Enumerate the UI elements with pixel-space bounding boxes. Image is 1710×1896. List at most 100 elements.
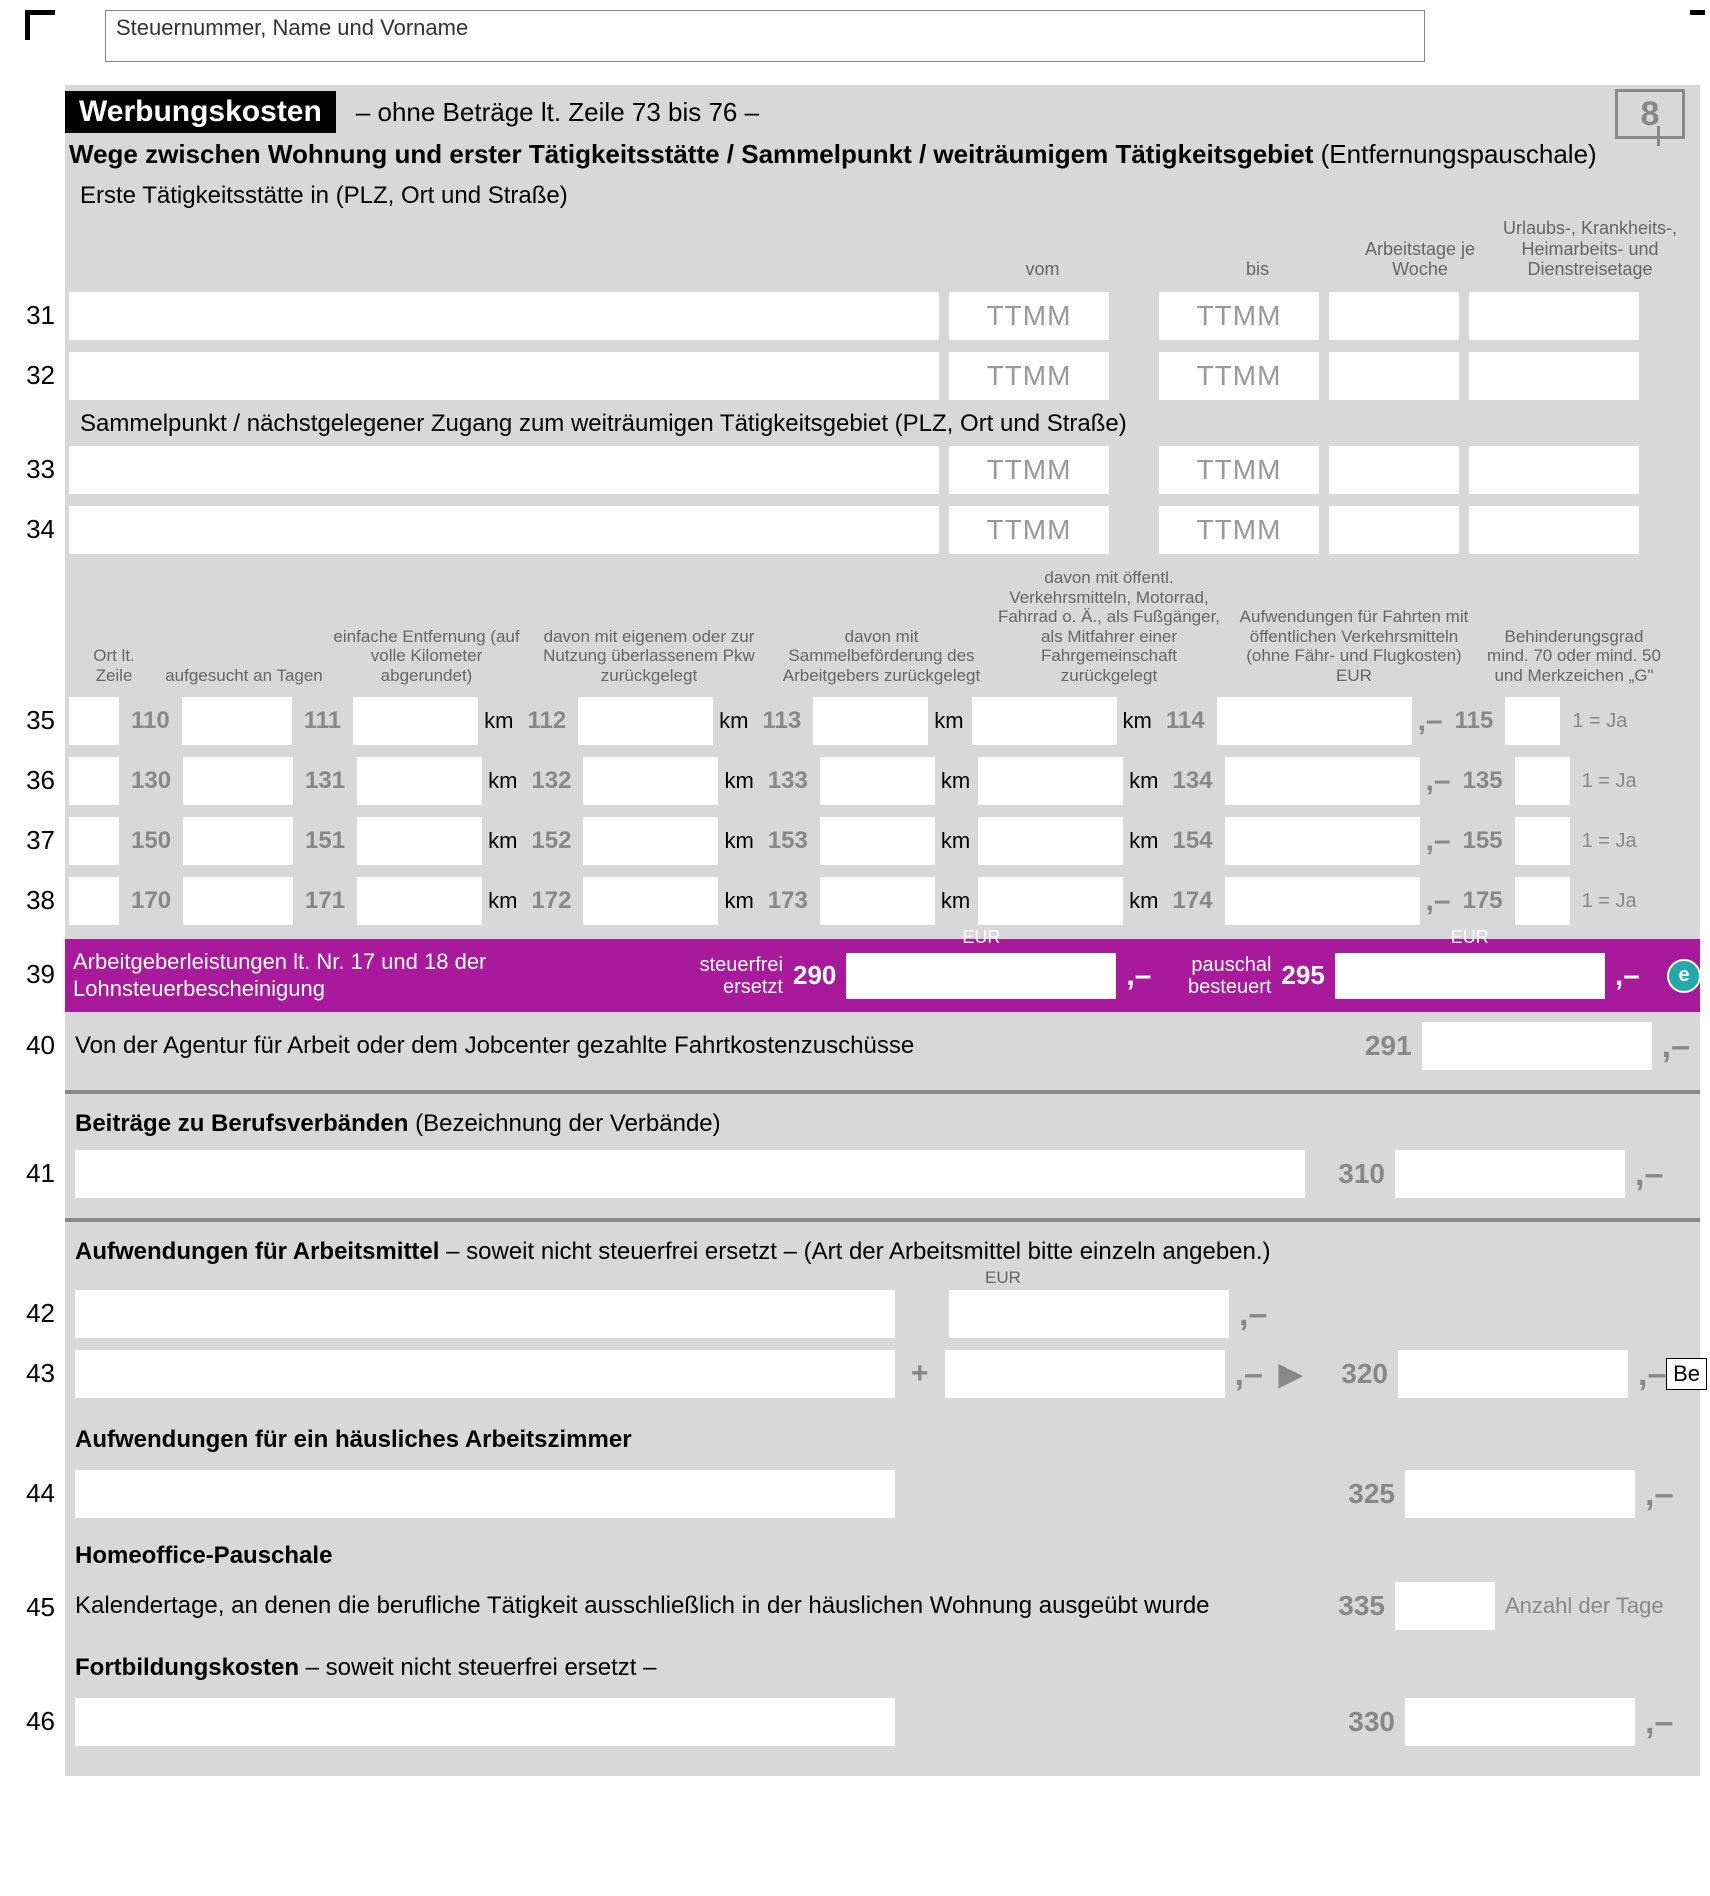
code: 173 [762, 887, 814, 915]
code: 130 [125, 767, 177, 795]
input-entf-35[interactable] [353, 697, 478, 745]
input-42-text[interactable] [75, 1290, 895, 1338]
code: 153 [762, 827, 814, 855]
input-address-32[interactable] [69, 352, 939, 400]
input-tage-36[interactable] [183, 757, 293, 805]
input-pkw-37[interactable] [583, 817, 718, 865]
line-number: 40 [5, 1030, 55, 1061]
input-oepnv-37[interactable] [978, 817, 1123, 865]
input-335[interactable] [1395, 1582, 1495, 1630]
input-bis-33[interactable] [1159, 446, 1319, 494]
input-address-33[interactable] [69, 446, 939, 494]
code: 152 [525, 827, 577, 855]
input-sammel-37[interactable] [820, 817, 935, 865]
input-aufw-37[interactable] [1225, 817, 1420, 865]
input-behind-36[interactable] [1515, 757, 1570, 805]
code-335: 335 [1315, 1590, 1385, 1622]
input-vacation-33[interactable] [1469, 446, 1639, 494]
code: 174 [1167, 887, 1219, 915]
input-pkw-38[interactable] [583, 877, 718, 925]
be-tab[interactable]: Be [1666, 1358, 1707, 1390]
input-310[interactable] [1395, 1150, 1625, 1198]
row-43: 43 + ,– ▶ 320 ,– Be [65, 1348, 1700, 1408]
input-vacation-31[interactable] [1469, 292, 1639, 340]
input-43-text[interactable] [75, 1350, 895, 1398]
input-days-33[interactable] [1329, 446, 1459, 494]
input-behind-38[interactable] [1515, 877, 1570, 925]
input-vacation-32[interactable] [1469, 352, 1639, 400]
input-tage-38[interactable] [183, 877, 293, 925]
code-320: 320 [1318, 1358, 1388, 1390]
input-42-amt[interactable] [949, 1290, 1229, 1338]
grid-row-38: 38170171km172km173kmkm174,–1751 = Ja [65, 871, 1700, 931]
input-ort-37[interactable] [69, 817, 119, 865]
line-number: 45 [5, 1592, 55, 1623]
row-41: 41 310 ,– [65, 1140, 1700, 1208]
input-entf-36[interactable] [357, 757, 482, 805]
input-ort-36[interactable] [69, 757, 119, 805]
purple-l1: steuerfrei ersetzt [673, 954, 783, 998]
input-bis-32[interactable] [1159, 352, 1319, 400]
header-placeholder: Steuernummer, Name und Vorname [116, 15, 468, 40]
input-aufw-38[interactable] [1225, 877, 1420, 925]
input-46-text[interactable] [75, 1698, 895, 1746]
code: 131 [299, 767, 351, 795]
line-number: 38 [5, 885, 55, 916]
input-oepnv-36[interactable] [978, 757, 1123, 805]
input-pkw-36[interactable] [583, 757, 718, 805]
input-295[interactable] [1335, 953, 1605, 999]
input-behind-37[interactable] [1515, 817, 1570, 865]
input-days-31[interactable] [1329, 292, 1459, 340]
input-43-amt[interactable] [945, 1350, 1225, 1398]
input-sammel-36[interactable] [820, 757, 935, 805]
input-pkw-35[interactable] [578, 697, 713, 745]
input-330[interactable] [1405, 1698, 1635, 1746]
line-number: 44 [5, 1478, 55, 1509]
input-vom-33[interactable] [949, 446, 1109, 494]
input-aufw-36[interactable] [1225, 757, 1420, 805]
input-sammel-38[interactable] [820, 877, 935, 925]
input-320[interactable] [1398, 1350, 1628, 1398]
input-290[interactable] [846, 953, 1116, 999]
input-aufw-35[interactable] [1217, 697, 1412, 745]
input-address-31[interactable] [69, 292, 939, 340]
input-ort-35[interactable] [69, 697, 119, 745]
input-entf-37[interactable] [357, 817, 482, 865]
row-31: 31 [65, 286, 1700, 346]
input-address-34[interactable] [69, 506, 939, 554]
grid-row-37: 37150151km152km153kmkm154,–1551 = Ja [65, 811, 1700, 871]
input-entf-38[interactable] [357, 877, 482, 925]
line-number: 33 [5, 454, 55, 485]
row-32: 32 [65, 346, 1700, 406]
code: 151 [299, 827, 351, 855]
input-bis-31[interactable] [1159, 292, 1319, 340]
input-325[interactable] [1405, 1470, 1635, 1518]
input-291[interactable] [1422, 1022, 1652, 1070]
input-behind-35[interactable] [1505, 697, 1560, 745]
input-44-text[interactable] [75, 1470, 895, 1518]
header-id-box[interactable]: Steuernummer, Name und Vorname [105, 10, 1425, 62]
input-vom-34[interactable] [949, 506, 1109, 554]
sub-heading-1: Erste Tätigkeitsstätte in (PLZ, Ort und … [65, 172, 1700, 214]
input-days-32[interactable] [1329, 352, 1459, 400]
input-bis-34[interactable] [1159, 506, 1319, 554]
row-40: 40 Von der Agentur für Arbeit oder dem J… [65, 1012, 1700, 1080]
input-ort-38[interactable] [69, 877, 119, 925]
input-sammel-35[interactable] [813, 697, 928, 745]
input-vom-32[interactable] [949, 352, 1109, 400]
line-number: 31 [5, 300, 55, 331]
input-vom-31[interactable] [949, 292, 1109, 340]
input-oepnv-38[interactable] [978, 877, 1123, 925]
arbeitsmittel-heading: Aufwendungen für Arbeitsmittel – soweit … [65, 1232, 1700, 1268]
input-oepnv-35[interactable] [972, 697, 1117, 745]
code-325: 325 [1325, 1478, 1395, 1510]
input-41-text[interactable] [75, 1150, 1305, 1198]
input-tage-37[interactable] [183, 817, 293, 865]
col-urlaub: Urlaubs-, Krankheits-, Heimarbeits- und … [1495, 218, 1685, 280]
input-tage-35[interactable] [182, 697, 292, 745]
homeoffice-suffix: Anzahl der Tage [1505, 1593, 1664, 1619]
input-days-34[interactable] [1329, 506, 1459, 554]
code: 155 [1457, 827, 1509, 855]
row-33: 33 [65, 440, 1700, 500]
input-vacation-34[interactable] [1469, 506, 1639, 554]
